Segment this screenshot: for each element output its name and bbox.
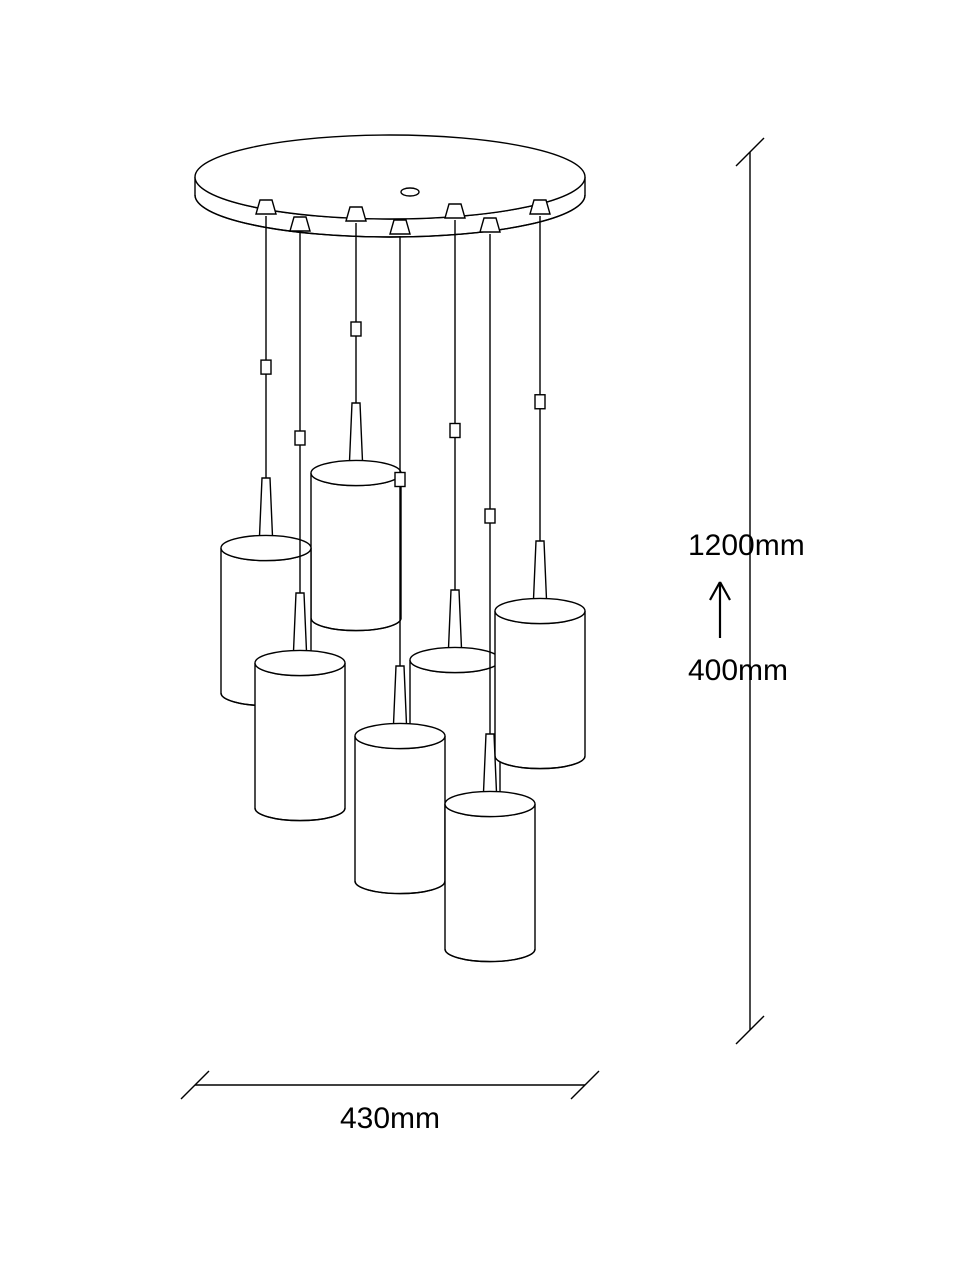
ceiling-canopy [195,135,585,237]
canopy-button [401,188,419,196]
width-label: 430mm [340,1102,440,1135]
height-max-label: 1200mm [688,529,805,562]
technical-drawing: 1200mm 400mm 430mm [0,0,960,1280]
height-min-label: 400mm [688,654,788,687]
